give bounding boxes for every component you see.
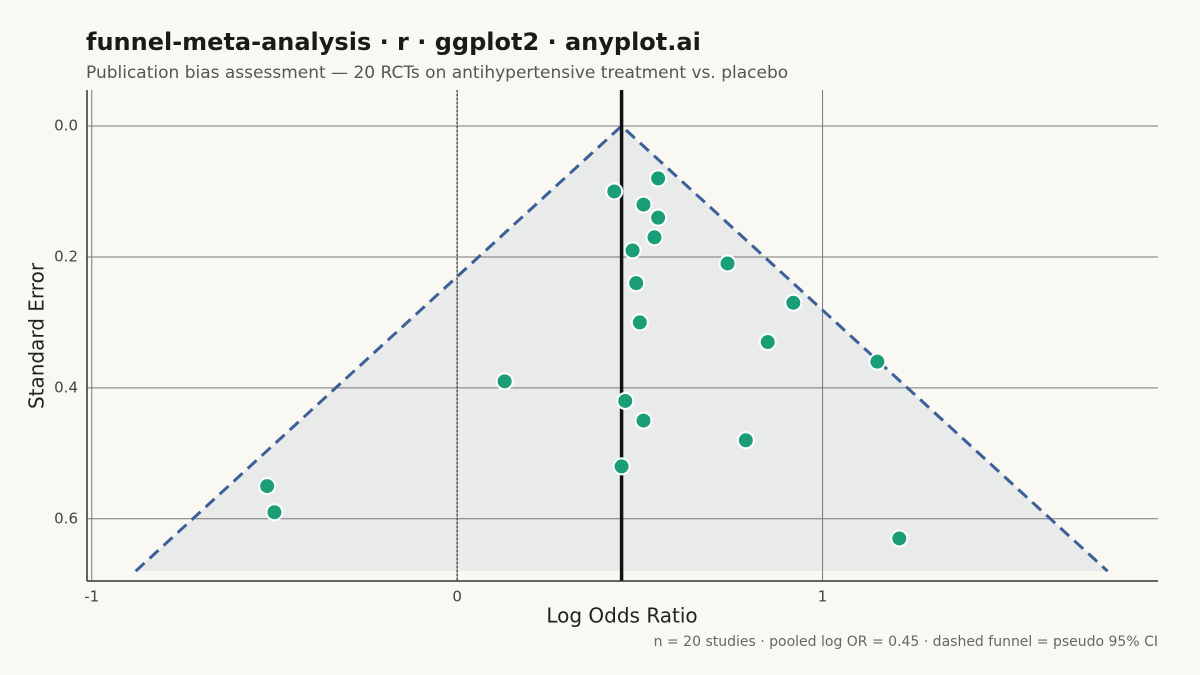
study-point bbox=[265, 503, 284, 522]
study-point bbox=[616, 391, 635, 410]
x-axis-label: Log Odds Ratio bbox=[546, 604, 697, 628]
y-tick-label: 0.4 bbox=[54, 378, 78, 396]
x-tick-label: -1 bbox=[84, 588, 99, 606]
funnel-boundary bbox=[134, 123, 1109, 573]
study-point bbox=[736, 431, 755, 450]
caption: n = 20 studies · pooled log OR = 0.45 · … bbox=[654, 634, 1158, 650]
study-point bbox=[868, 352, 887, 371]
study-point bbox=[634, 411, 653, 430]
study-point bbox=[612, 457, 631, 476]
x-tick-label: 0 bbox=[452, 588, 462, 606]
study-point bbox=[649, 208, 668, 227]
study-point bbox=[630, 313, 649, 332]
chart-subtitle: Publication bias assessment — 20 RCTs on… bbox=[86, 63, 788, 83]
study-point bbox=[495, 372, 514, 391]
y-tick-label: 0.0 bbox=[54, 117, 78, 135]
y-tick-label: 0.2 bbox=[54, 247, 78, 265]
study-point bbox=[645, 228, 664, 247]
chart-title: funnel-meta-analysis · r · ggplot2 · any… bbox=[86, 28, 701, 56]
study-point bbox=[758, 333, 777, 352]
study-point bbox=[605, 182, 624, 201]
study-point bbox=[258, 477, 277, 496]
study-point bbox=[649, 169, 668, 188]
study-point bbox=[634, 195, 653, 214]
study-point bbox=[784, 293, 803, 312]
study-point bbox=[623, 241, 642, 260]
x-tick-label: 1 bbox=[818, 588, 828, 606]
y-axis-label: Standard Error bbox=[25, 262, 49, 409]
study-point bbox=[627, 274, 646, 293]
study-point bbox=[890, 529, 909, 548]
y-tick-label: 0.6 bbox=[54, 509, 78, 527]
study-point bbox=[718, 254, 737, 273]
